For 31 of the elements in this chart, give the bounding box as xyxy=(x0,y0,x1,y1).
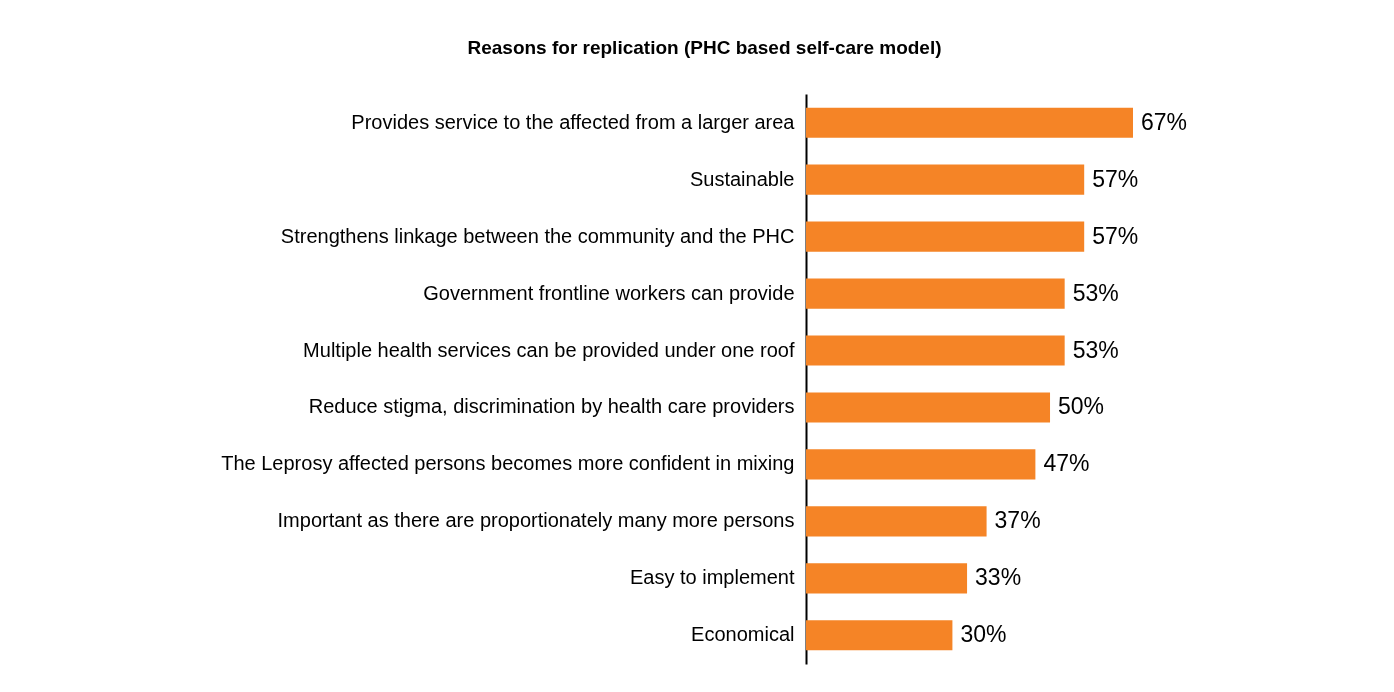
y-tick-label: Sustainable xyxy=(689,167,795,190)
data-label: 57% xyxy=(1092,165,1139,192)
y-tick-label: The Leprosy affected persons becomes more confident in mixing xyxy=(221,452,795,475)
bar xyxy=(806,164,1085,195)
bar xyxy=(806,335,1065,366)
y-tick-label: Easy to implement xyxy=(629,566,795,589)
y-tick-label: Multiple health services can be provided under one roof xyxy=(303,338,795,361)
bar xyxy=(806,107,1133,138)
data-label: 53% xyxy=(1072,336,1119,363)
y-tick-label: Government frontline workers can provide xyxy=(423,281,795,304)
y-tick-label: Strengthens linkage between the community and the PHC xyxy=(280,224,795,247)
bar xyxy=(806,506,987,537)
bar xyxy=(806,563,968,594)
bar xyxy=(806,449,1036,480)
bar xyxy=(806,620,953,651)
data-label: 50% xyxy=(1058,393,1105,420)
y-tick-label: Economical xyxy=(691,623,795,646)
bar xyxy=(806,221,1085,252)
bar xyxy=(806,392,1051,423)
data-label: 67% xyxy=(1141,108,1188,135)
data-label: 47% xyxy=(1043,450,1090,477)
chart-title: Reasons for replication (PHC based self-care model) xyxy=(467,37,942,58)
data-label: 37% xyxy=(994,507,1041,534)
y-tick-label: Provides service to the affected from a larger area xyxy=(351,110,796,133)
bar xyxy=(806,278,1065,309)
y-tick-label: Important as there are proportionately many more persons xyxy=(277,509,795,532)
data-label: 33% xyxy=(975,564,1022,591)
data-label: 57% xyxy=(1092,222,1139,249)
data-label: 53% xyxy=(1072,279,1119,306)
y-tick-label: Reduce stigma, discrimination by health care providers xyxy=(308,395,795,418)
data-label: 30% xyxy=(960,621,1007,648)
